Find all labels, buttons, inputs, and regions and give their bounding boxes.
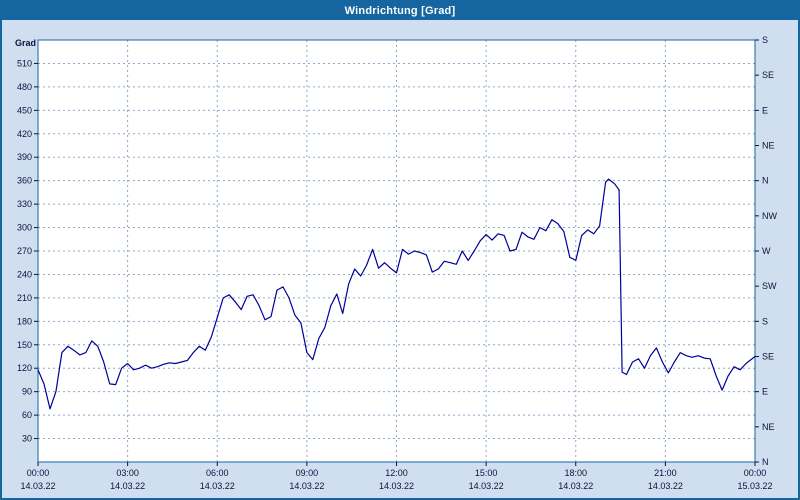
- y-axis-tick-label: 270: [17, 246, 32, 256]
- x-axis-date-label: 14.03.22: [110, 481, 145, 491]
- y2-axis-label: NE: [762, 141, 775, 151]
- x-axis-time-label: 12:00: [385, 468, 408, 478]
- y-axis-tick-label: 480: [17, 82, 32, 92]
- y2-axis-label: E: [762, 387, 768, 397]
- y2-axis-label: NW: [762, 211, 777, 221]
- y2-axis-label: N: [762, 176, 769, 186]
- y-axis-tick-label: 60: [22, 410, 32, 420]
- y-axis-tick-label: 390: [17, 152, 32, 162]
- y-axis-tick-label: 450: [17, 105, 32, 115]
- x-axis-time-label: 06:00: [206, 468, 229, 478]
- y2-axis-label: SE: [762, 70, 774, 80]
- x-axis-time-label: 00:00: [27, 468, 50, 478]
- y-axis-tick-label: 330: [17, 199, 32, 209]
- x-axis-time-label: 15:00: [475, 468, 498, 478]
- y-axis-tick-label: 420: [17, 129, 32, 139]
- y2-axis-label: S: [762, 316, 768, 326]
- y-axis-tick-label: 150: [17, 340, 32, 350]
- x-axis-time-label: 09:00: [296, 468, 319, 478]
- x-axis-date-label: 14.03.22: [289, 481, 324, 491]
- y-axis-tick-label: 30: [22, 434, 32, 444]
- y2-axis-label: W: [762, 246, 771, 256]
- x-axis-time-label: 18:00: [564, 468, 587, 478]
- y-axis-tick-label: 510: [17, 58, 32, 68]
- y2-axis-label: S: [762, 35, 768, 45]
- y2-axis-label: SE: [762, 352, 774, 362]
- x-axis-date-label: 14.03.22: [200, 481, 235, 491]
- x-axis-time-label: 00:00: [744, 468, 767, 478]
- y-axis-tick-label: 300: [17, 223, 32, 233]
- y-axis-tick-label: 180: [17, 316, 32, 326]
- x-axis-time-label: 03:00: [116, 468, 139, 478]
- wind-direction-chart: 30 60 90 120 150 180 210 240 270 300 330 360 390 420 4…: [15, 35, 778, 491]
- x-axis-date-label: 14.03.22: [20, 481, 55, 491]
- y2-axis-label: SW: [762, 281, 777, 291]
- y-axis-tick-label: 360: [17, 176, 32, 186]
- y2-axis-label: E: [762, 105, 768, 115]
- y-axis-tick-label: 120: [17, 363, 32, 373]
- wind-direction-series: [37, 178, 756, 410]
- y2-axis-label: N: [762, 457, 769, 467]
- y-axis-tick-label: 240: [17, 269, 32, 279]
- x-axis-date-label: 14.03.22: [379, 481, 414, 491]
- y2-axis-label: NE: [762, 422, 775, 432]
- window-title: Windrichtung [Grad]: [344, 5, 456, 17]
- x-axis-date-label: 14.03.22: [648, 481, 683, 491]
- window-title-bar: Windrichtung [Grad]: [2, 2, 798, 20]
- x-axis-date-label: 14.03.22: [469, 481, 504, 491]
- x-axis-time-label: 21:00: [654, 468, 677, 478]
- x-axis-date-label: 15.03.22: [737, 481, 772, 491]
- y-axis-title: Grad: [15, 38, 36, 48]
- y-axis-tick-label: 210: [17, 293, 32, 303]
- x-axis-date-label: 14.03.22: [558, 481, 593, 491]
- y-axis-tick-label: 90: [22, 387, 32, 397]
